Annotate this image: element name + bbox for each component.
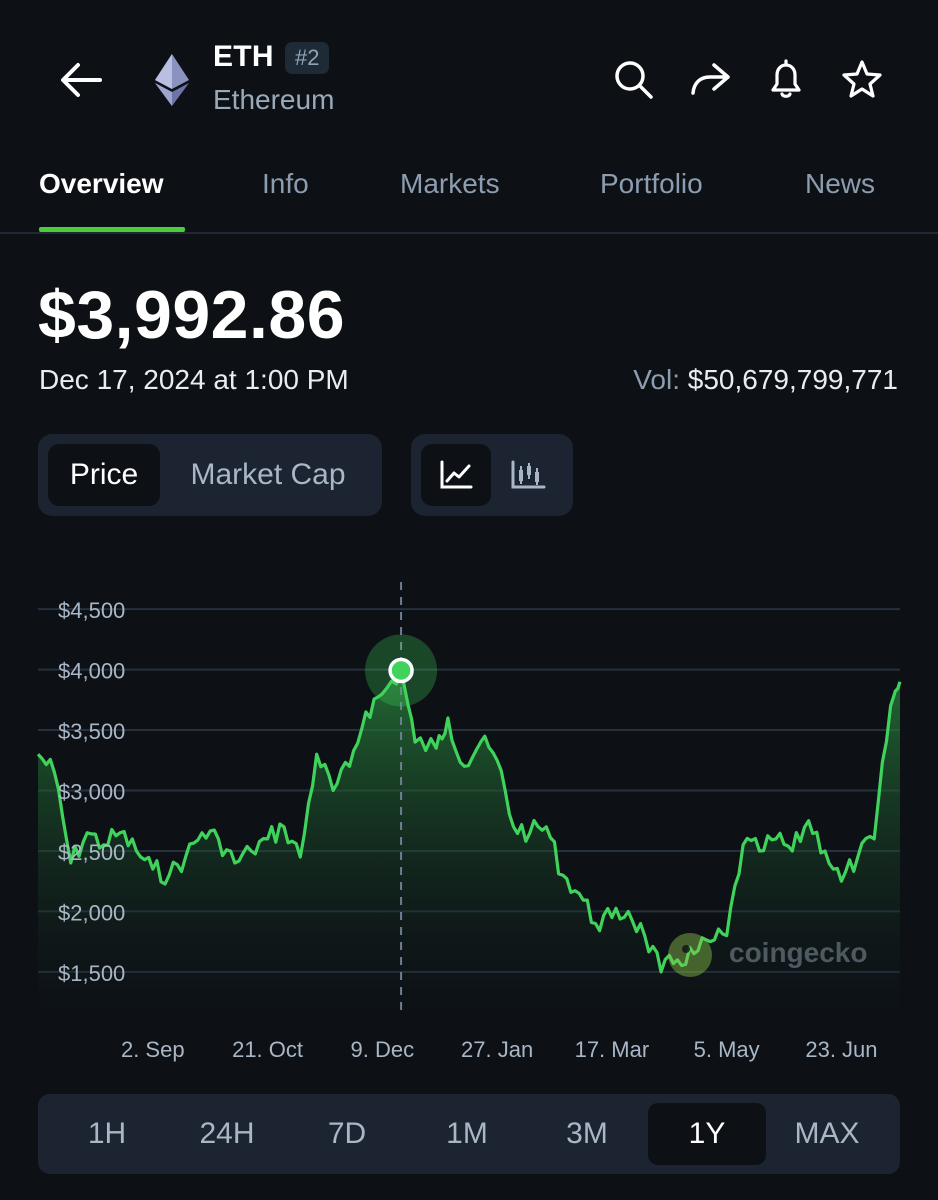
x-tick-label: 5. May: [694, 1037, 760, 1062]
active-tab-indicator: [39, 227, 185, 232]
y-tick-label: $2,500: [58, 840, 125, 865]
chart-style-toggle: [411, 434, 573, 516]
tab-portfolio[interactable]: Portfolio: [600, 168, 703, 199]
star-icon: [842, 60, 882, 98]
search-button[interactable]: [610, 56, 656, 102]
range-button-1y[interactable]: 1Y: [648, 1103, 766, 1165]
app-header: ETH #2 Ethereum: [0, 0, 938, 150]
coin-symbol: ETH: [213, 40, 274, 73]
x-tick-label: 17. Mar: [575, 1037, 650, 1062]
line-chart-button[interactable]: [421, 444, 491, 506]
y-tick-label: $4,500: [58, 598, 125, 623]
range-button-3m[interactable]: 3M: [566, 1117, 608, 1150]
y-tick-label: $4,000: [58, 659, 125, 684]
range-button-max[interactable]: MAX: [794, 1117, 860, 1150]
time-range-selector: 1H 24H 7D 1M 3M 1Y MAX: [38, 1094, 900, 1174]
alert-button[interactable]: [763, 56, 809, 102]
tab-bar: Overview Info Markets Portfolio News: [0, 150, 938, 234]
tab-news[interactable]: News: [805, 168, 876, 199]
current-price: $3,992.86: [38, 277, 346, 353]
share-button[interactable]: [687, 56, 733, 102]
x-tick-label: 2. Sep: [121, 1037, 185, 1062]
rank-badge: #2: [285, 42, 330, 74]
candlestick-chart-button[interactable]: [493, 444, 563, 506]
volume-value: $50,679,799,771: [687, 364, 898, 395]
back-arrow-icon: [61, 63, 102, 97]
bell-icon: [771, 59, 801, 98]
coin-name: Ethereum: [213, 84, 335, 115]
metric-toggle: Price Market Cap: [38, 434, 382, 516]
selected-point[interactable]: [388, 657, 414, 684]
tab-overview[interactable]: Overview: [39, 168, 164, 199]
market-cap-toggle-button[interactable]: Market Cap: [190, 458, 346, 491]
price-datetime: Dec 17, 2024 at 1:00 PM: [39, 364, 349, 395]
x-tick-label: 23. Jun: [805, 1037, 877, 1062]
coingecko-logo: [668, 933, 712, 977]
ethereum-logo: [155, 54, 189, 106]
share-icon: [691, 63, 730, 95]
price-area: [38, 670, 900, 1020]
range-button-24h[interactable]: 24H: [199, 1117, 255, 1150]
range-button-7d[interactable]: 7D: [327, 1117, 367, 1150]
favorite-button[interactable]: [839, 56, 885, 102]
x-tick-label: 27. Jan: [461, 1037, 533, 1062]
volume-readout: Vol: $50,679,799,771: [633, 364, 898, 396]
x-tick-label: 21. Oct: [232, 1037, 303, 1062]
watermark: coingecko: [729, 937, 867, 968]
range-button-1m[interactable]: 1M: [446, 1117, 488, 1150]
y-tick-label: $1,500: [58, 961, 125, 986]
y-tick-label: $3,000: [58, 780, 125, 805]
line-chart-icon: [440, 460, 473, 489]
volume-label: Vol:: [633, 364, 680, 395]
price-line: [36, 669, 902, 974]
tab-info[interactable]: Info: [262, 168, 309, 199]
price-toggle-button[interactable]: Price: [48, 444, 160, 506]
x-tick-label: 9. Dec: [351, 1037, 415, 1062]
range-button-1h[interactable]: 1H: [87, 1117, 127, 1150]
back-button[interactable]: [56, 58, 106, 102]
y-tick-label: $2,000: [58, 900, 125, 925]
search-icon: [615, 61, 653, 99]
tab-markets[interactable]: Markets: [400, 168, 500, 199]
y-tick-label: $3,500: [58, 719, 125, 744]
candlestick-icon: [511, 460, 546, 489]
price-chart[interactable]: coingecko $1,500 $2,000 $2,500 $3,000 $3,500…: [0, 570, 938, 1070]
